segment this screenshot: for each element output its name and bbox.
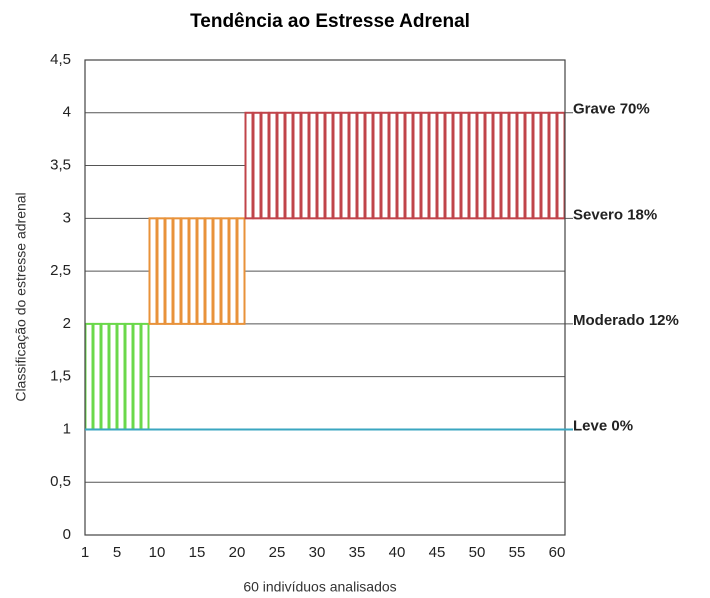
- bar: [316, 111, 326, 220]
- bar: [364, 111, 374, 220]
- bar: [324, 111, 334, 220]
- bar: [532, 111, 542, 220]
- y-tick-label: 3: [63, 209, 71, 226]
- bar: [548, 111, 558, 220]
- annotation: Severo 18%: [573, 206, 657, 223]
- annotation: Moderado 12%: [573, 312, 679, 329]
- y-tick-label: 0,5: [50, 473, 71, 490]
- y-tick-label: 0: [63, 526, 71, 543]
- bar: [524, 111, 534, 220]
- bar: [164, 217, 174, 325]
- y-tick-label: 2: [63, 315, 71, 332]
- bar: [268, 111, 278, 220]
- bar: [220, 217, 230, 325]
- bar: [540, 111, 550, 220]
- bar: [420, 111, 430, 220]
- bar: [452, 111, 462, 220]
- bar: [500, 111, 510, 220]
- bar: [124, 322, 134, 431]
- x-tick-label: 30: [309, 544, 326, 561]
- bar: [180, 217, 190, 325]
- bar: [444, 111, 454, 220]
- bar: [172, 217, 182, 325]
- x-axis-label: 60 indivíduos analisados: [243, 579, 396, 595]
- x-tick-label: 25: [269, 544, 286, 561]
- x-tick-label: 40: [389, 544, 406, 561]
- chart-title: Tendência ao Estresse Adrenal: [190, 11, 470, 32]
- bar: [100, 322, 110, 431]
- bar: [436, 111, 446, 220]
- y-tick-label: 4,5: [50, 51, 71, 68]
- bar: [372, 111, 382, 220]
- bar: [516, 111, 526, 220]
- bar: [204, 217, 214, 325]
- bar: [404, 111, 414, 220]
- bar: [252, 111, 262, 220]
- x-tick-label: 35: [349, 544, 366, 561]
- x-tick-label: 60: [549, 544, 566, 561]
- x-tick-label: 45: [429, 544, 446, 561]
- bar: [348, 111, 358, 220]
- y-tick-label: 3,5: [50, 157, 71, 174]
- bar: [556, 111, 566, 220]
- bar: [468, 111, 478, 220]
- bar: [260, 111, 270, 220]
- y-tick-label: 1: [63, 420, 71, 437]
- bar: [284, 111, 294, 220]
- bar: [292, 111, 302, 220]
- bar: [492, 111, 502, 220]
- bar: [156, 217, 166, 325]
- bar: [308, 111, 318, 220]
- x-tick-label: 15: [189, 544, 206, 561]
- bar: [484, 111, 494, 220]
- bar: [116, 322, 126, 431]
- bar: [108, 322, 118, 431]
- bar: [300, 111, 310, 220]
- bar: [332, 111, 342, 220]
- y-tick-label: 1,5: [50, 368, 71, 385]
- y-tick-label: 2,5: [50, 262, 71, 279]
- bar: [380, 111, 390, 220]
- annotation: Leve 0%: [573, 417, 633, 434]
- plot-frame: [84, 59, 566, 536]
- y-tick-label: 4: [63, 104, 71, 121]
- bar: [212, 217, 222, 325]
- bar: [140, 322, 150, 431]
- bar: [92, 322, 102, 431]
- bar: [428, 111, 438, 220]
- bar: [84, 322, 94, 431]
- bar: [396, 111, 406, 220]
- bar: [148, 217, 158, 325]
- bar: [412, 111, 422, 220]
- bar: [244, 111, 254, 220]
- bar: [236, 217, 246, 325]
- bar: [460, 111, 470, 220]
- x-tick-label: 50: [469, 544, 486, 561]
- x-tick-label: 1: [81, 544, 89, 561]
- x-tick-label: 20: [229, 544, 246, 561]
- x-tick-label: 5: [113, 544, 121, 561]
- bar: [356, 111, 366, 220]
- bar: [476, 111, 486, 220]
- bar: [388, 111, 398, 220]
- bar: [132, 322, 142, 431]
- bar: [188, 217, 198, 325]
- bar: [276, 111, 286, 220]
- bar: [196, 217, 206, 325]
- y-axis-label: Classificação do estresse adrenal: [13, 192, 29, 401]
- bar: [228, 217, 238, 325]
- bar: [508, 111, 518, 220]
- bar: [340, 111, 350, 220]
- x-tick-label: 10: [149, 544, 166, 561]
- annotation: Grave 70%: [573, 101, 650, 118]
- x-tick-label: 55: [509, 544, 526, 561]
